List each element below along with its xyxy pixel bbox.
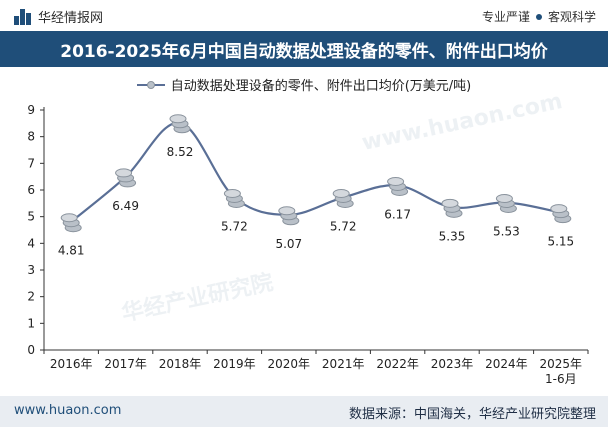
- data-point: [550, 204, 572, 224]
- x-tick-label: 2018年: [159, 357, 202, 371]
- series-line: [70, 121, 562, 223]
- data-label: 5.07: [275, 237, 302, 251]
- footer: www.huaon.com 数据来源：中国海关，华经产业研究院整理: [0, 396, 608, 427]
- x-tick-label: 2019年: [213, 357, 256, 371]
- data-label: 5.72: [330, 219, 357, 233]
- data-label: 8.52: [167, 145, 194, 159]
- data-point: [169, 114, 191, 134]
- legend-line-icon: [136, 80, 165, 90]
- slogan: 专业严谨 客观科学: [482, 8, 596, 25]
- chart-title: 2016-2025年6月中国自动数据处理设备的零件、附件出口均价: [60, 41, 548, 62]
- data-label: 5.35: [439, 229, 466, 243]
- y-tick-label: 3: [27, 263, 35, 277]
- chart-legend: 自动数据处理设备的零件、附件出口均价(万美元/吨): [0, 75, 608, 94]
- footer-source: 数据来源：中国海关，华经产业研究院整理: [348, 407, 596, 422]
- brand-name: 华经情报网: [38, 11, 104, 26]
- data-label: 6.49: [112, 199, 139, 213]
- data-label: 4.81: [58, 244, 85, 258]
- data-label: 6.17: [384, 207, 411, 221]
- x-tick-label: 2025年: [540, 357, 583, 371]
- data-point: [387, 176, 409, 196]
- data-point: [332, 188, 354, 208]
- y-tick-label: 5: [27, 210, 35, 224]
- x-tick-label: 2023年: [431, 357, 474, 371]
- x-tick-label: 2017年: [104, 357, 147, 371]
- brand: 华经情报网: [14, 7, 103, 26]
- y-tick-label: 0: [27, 343, 35, 357]
- data-point: [223, 188, 245, 208]
- line-chart: 0 1 2 3 4 5 6 7 8 9 2016年 2017年 2018年 2019年 2020年 2021年…: [27, 103, 589, 386]
- brand-logo-icon: [14, 8, 32, 25]
- data-point: [495, 194, 517, 214]
- x-tick-label: 2022年: [376, 357, 419, 371]
- x-tick-label: 1-6月: [545, 372, 577, 386]
- chart-title-bar: 2016-2025年6月中国自动数据处理设备的零件、附件出口均价: [0, 31, 608, 67]
- x-tick-label: 2020年: [268, 357, 311, 371]
- y-tick-label: 8: [27, 130, 35, 144]
- data-point: [115, 168, 137, 188]
- footer-site[interactable]: www.huaon.com: [14, 403, 122, 418]
- y-tick-label: 1: [27, 316, 35, 330]
- slogan-dot-icon: [535, 13, 542, 20]
- x-tick-label: 2021年: [322, 357, 365, 371]
- y-tick-label: 2: [27, 290, 35, 304]
- data-label: 5.15: [547, 235, 574, 249]
- data-point: [278, 206, 300, 226]
- data-point: [441, 198, 463, 218]
- legend-label: 自动数据处理设备的零件、附件出口均价(万美元/吨): [170, 79, 472, 94]
- slogan-left: 专业严谨: [481, 10, 530, 24]
- y-tick-label: 9: [27, 103, 35, 117]
- top-bar: 华经情报网 专业严谨 客观科学: [0, 0, 608, 30]
- y-tick-label: 7: [27, 156, 35, 170]
- data-label: 5.53: [493, 225, 520, 239]
- y-tick-label: 6: [27, 183, 35, 197]
- x-tick-label: 2024年: [485, 357, 528, 371]
- x-tick-label: 2016年: [50, 357, 93, 371]
- slogan-right: 客观科学: [547, 10, 596, 24]
- data-point: [60, 213, 82, 233]
- data-label: 5.72: [221, 219, 248, 233]
- y-tick-label: 4: [27, 236, 35, 250]
